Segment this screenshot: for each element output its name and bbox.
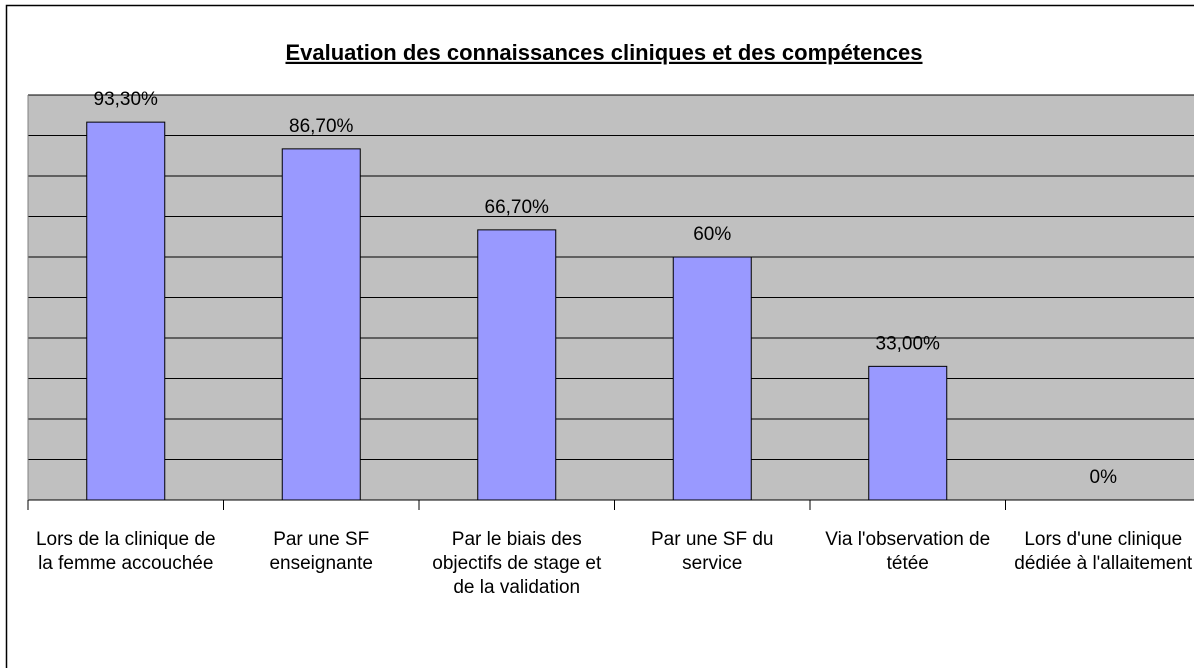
value-label: 60%: [693, 224, 731, 245]
value-label: 0%: [1090, 467, 1118, 488]
value-label: 33,00%: [876, 333, 941, 354]
x-tick-label: Via l'observation de tétée: [825, 529, 991, 574]
chart-title: Evaluation des connaissances cliniques e…: [285, 40, 922, 65]
bar: [868, 365, 948, 501]
value-label: 86,70%: [289, 116, 354, 137]
x-tick-label: Par une SF du service: [650, 529, 774, 574]
x-tick-label: Par une SF enseignante: [269, 529, 374, 574]
bar: [672, 256, 752, 501]
x-tick-label: Lors d'une clinique dédiée à l'allaiteme…: [1014, 529, 1193, 574]
value-label: 93,30%: [94, 89, 159, 110]
value-label: 66,70%: [485, 197, 550, 218]
x-tick-label: Lors de la clinique de la femme accouché…: [35, 529, 216, 574]
bar: [281, 148, 361, 501]
x-tick-label: Par le biais des objectifs de stage et d…: [432, 529, 602, 598]
bar: [477, 229, 557, 501]
bar: [86, 121, 166, 501]
